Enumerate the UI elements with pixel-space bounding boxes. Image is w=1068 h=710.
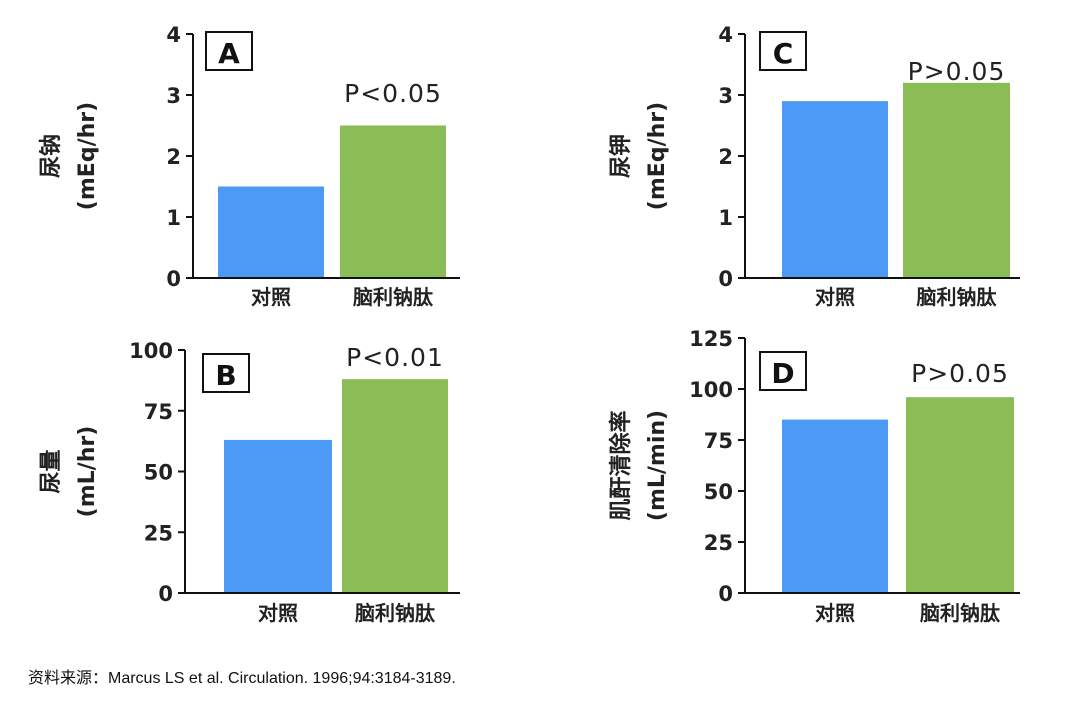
panel-c-p-value: P>0.05 (908, 57, 1006, 86)
panel-a-y-unit: (mEq/hr) (75, 102, 100, 210)
source-citation: 资料来源：Marcus LS et al. Circulation. 1996;… (28, 670, 456, 687)
panel-b-y-tick-label: 25 (144, 521, 173, 545)
panel-b-y-label: 尿量 (39, 449, 64, 493)
panel-d-category-label: 对照 (815, 601, 855, 625)
panel-c-y-label: 尿钾 (609, 134, 634, 178)
panel-b-category-label: 对照 (258, 601, 298, 625)
panel-d-y-tick-label: 0 (718, 582, 733, 606)
panel-d-letter: D (771, 357, 794, 390)
panel-a-letter-box (205, 31, 253, 71)
panel-b-letter-box (202, 353, 250, 393)
panel-b-bar-control (224, 439, 332, 593)
panel-a-bar-treatment (340, 125, 446, 278)
panel-b-p-value: P<0.01 (346, 343, 444, 372)
panel-a-y-tick-label: 0 (166, 267, 181, 291)
panel-d-category-label: 脑利钠肽 (920, 601, 1001, 625)
panel-a-p-value: P<0.05 (344, 79, 442, 108)
panel-c-y-tick-label: 2 (718, 145, 733, 169)
panel-c-category-label: 对照 (815, 285, 855, 309)
panel-d-y-tick-label: 75 (704, 429, 733, 453)
panel-c-bar-treatment (903, 82, 1010, 278)
panel-a-y-tick-label: 3 (166, 84, 181, 108)
panel-b-letter: B (215, 359, 236, 392)
panel-a-category-label: 对照 (251, 285, 291, 309)
panel-c-y-unit: (mEq/hr) (645, 102, 670, 210)
panel-c-letter-box (759, 31, 807, 71)
panel-c-y-tick-label: 4 (718, 23, 733, 47)
panel-d-letter-box (759, 351, 807, 391)
panel-c-y-tick-label: 3 (718, 84, 733, 108)
panel-b-bar-treatment (342, 379, 448, 593)
panel-b-y-tick-label: 100 (129, 339, 173, 363)
panel-a-y-label: 尿钠 (39, 134, 64, 178)
panel-d-y-tick-label: 100 (689, 378, 733, 402)
panel-b-y-tick-label: 75 (144, 400, 173, 424)
panel-d-y-tick-label: 25 (704, 531, 733, 555)
panel-b-y-tick-label: 0 (158, 582, 173, 606)
panel-d-y-unit: (mL/min) (645, 410, 670, 521)
panel-a-category-label: 脑利钠肽 (353, 285, 434, 309)
panel-d-y-label: 肌酐清除率 (608, 410, 634, 520)
panel-c-y-tick-label: 1 (718, 206, 733, 230)
panel-c-y-tick-label: 0 (718, 267, 733, 291)
panel-b-category-label: 脑利钠肽 (355, 601, 436, 625)
panel-d-bar-treatment (906, 397, 1014, 593)
panel-c-letter: C (773, 37, 794, 70)
panel-d-y-tick-label: 50 (704, 480, 733, 504)
panel-d-y-tick-label: 125 (689, 327, 733, 351)
panel-c-bar-control (782, 101, 888, 278)
panel-a-y-tick-label: 1 (166, 206, 181, 230)
panel-d-bar-control (782, 419, 888, 593)
panel-d-p-value: P>0.05 (911, 359, 1009, 388)
panel-b-y-tick-label: 50 (144, 461, 173, 485)
panel-a-y-tick-label: 2 (166, 145, 181, 169)
panel-b-y-unit: (mL/hr) (75, 426, 100, 518)
panel-a-bar-control (218, 186, 324, 278)
panel-c-category-label: 脑利钠肽 (917, 285, 998, 309)
panel-a-letter: A (218, 37, 240, 70)
panel-a-y-tick-label: 4 (166, 23, 181, 47)
